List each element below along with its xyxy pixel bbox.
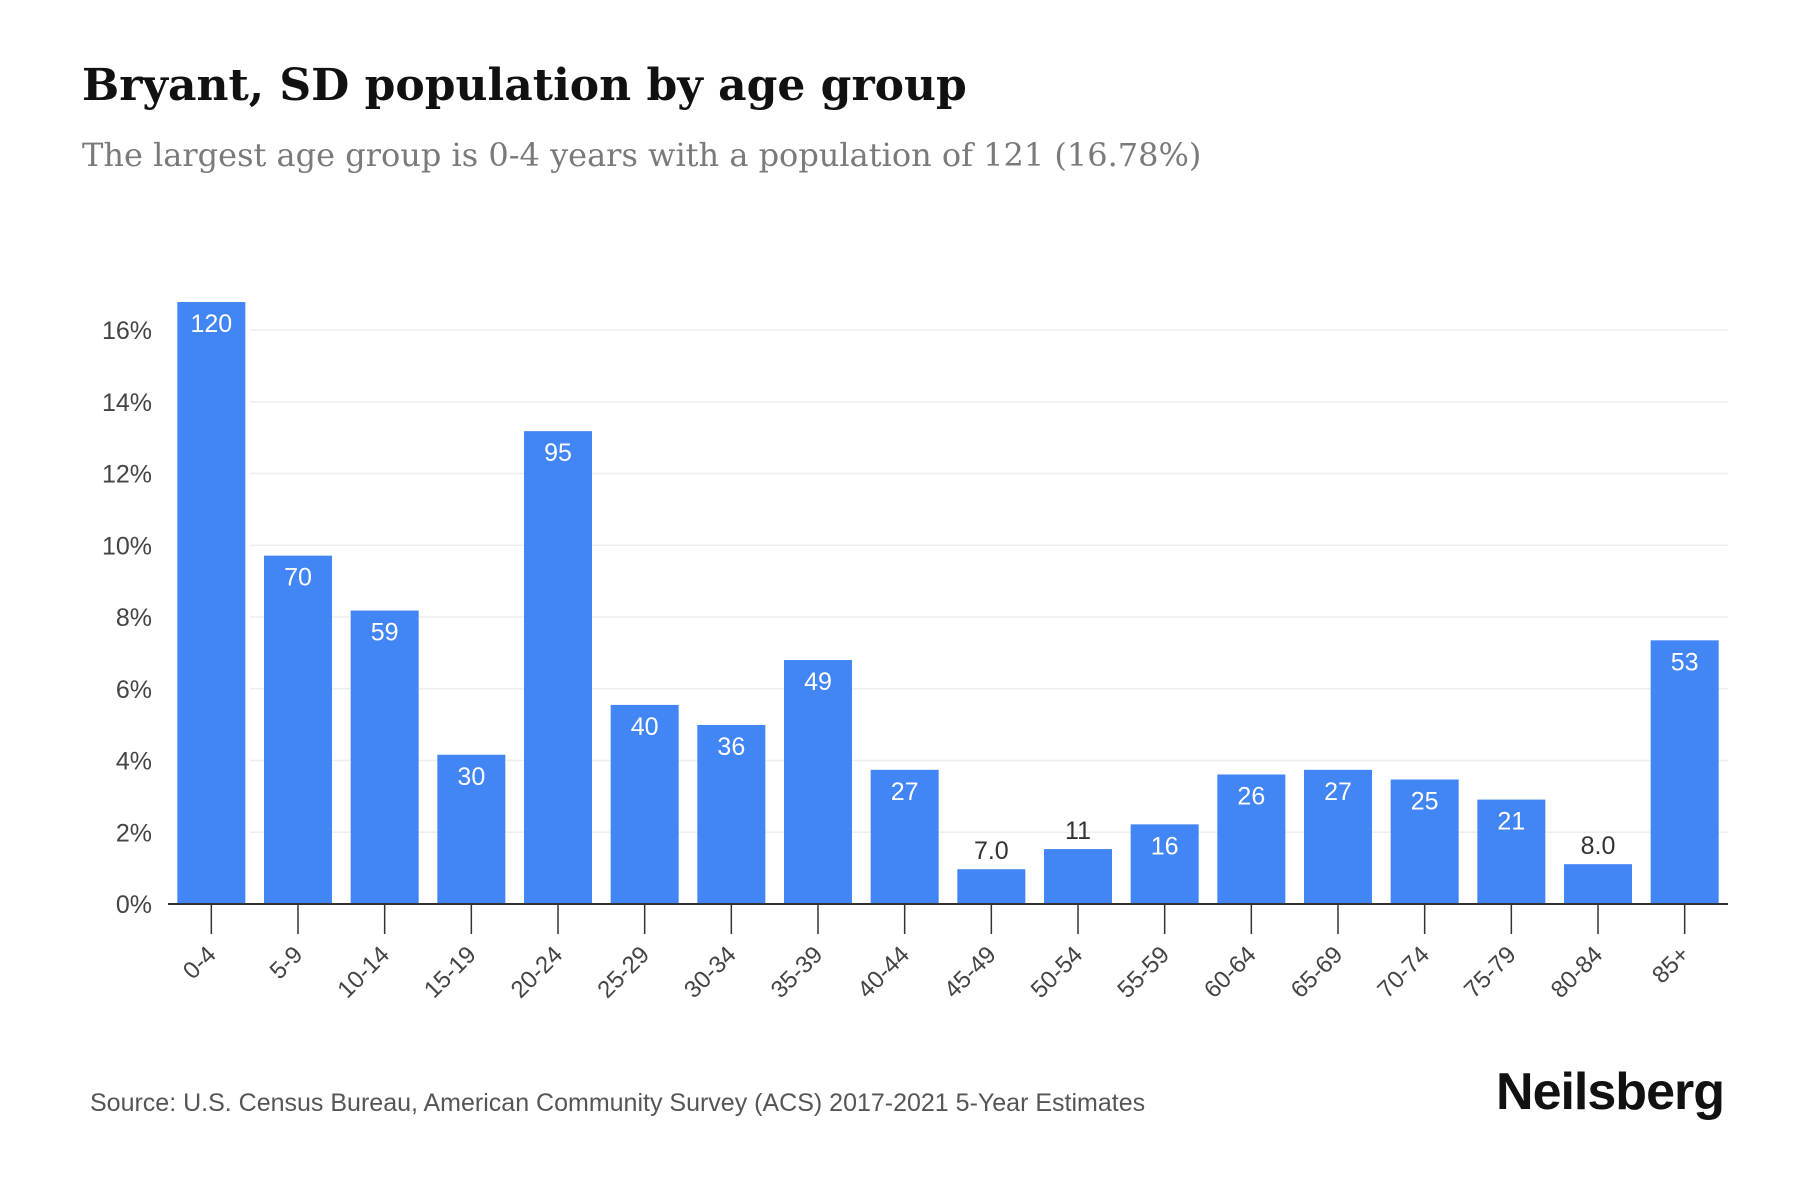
x-tick-label: 85+ <box>1647 941 1695 989</box>
bar-70-74 <box>1390 779 1459 904</box>
brand-logo: Neilsberg <box>1496 1063 1725 1121</box>
x-tick-label: 25-29 <box>592 941 655 1004</box>
y-tick-label: 16% <box>102 317 152 345</box>
x-tick-label: 5-9 <box>265 941 309 985</box>
bar-75-79 <box>1477 799 1546 904</box>
bar-25-29 <box>610 704 679 904</box>
data-label: 49 <box>804 668 832 696</box>
data-label: 120 <box>190 310 232 338</box>
x-axis: 0-4 5-9 10-14 15-19 20-24 25-29 30-34 35-39 40-4… <box>168 903 1728 1004</box>
x-tick-label: 70-74 <box>1372 941 1435 1004</box>
source-note: Source: U.S. Census Bureau, American Com… <box>90 1089 1146 1117</box>
x-tick-label: 15-19 <box>419 941 482 1004</box>
x-tick-label: 30-34 <box>679 941 742 1004</box>
y-tick-label: 0% <box>116 891 152 919</box>
y-tick-label: 6% <box>116 676 152 704</box>
bar-5-9 <box>264 555 332 904</box>
bar-15-19 <box>437 754 506 904</box>
bar-30-34 <box>697 724 766 904</box>
x-tick-label: 50-54 <box>1026 941 1089 1004</box>
data-label: 95 <box>544 439 572 467</box>
bar-55-59 <box>1130 824 1199 904</box>
y-axis-ticks: 0% 2% 4% 6% 8% 10% 12% 14% 16% <box>102 317 152 919</box>
x-tick-label: 35-39 <box>766 941 829 1004</box>
bar-60-64 <box>1217 774 1286 904</box>
bar-50-54 <box>1044 849 1112 904</box>
data-label: 25 <box>1411 788 1439 816</box>
bar-40-44 <box>870 769 939 904</box>
y-tick-label: 4% <box>116 748 152 776</box>
data-label: 70 <box>284 564 312 592</box>
data-label: 8.0 <box>1581 832 1616 860</box>
y-tick-label: 8% <box>116 604 152 632</box>
y-tick-label: 10% <box>102 532 152 560</box>
data-label: 27 <box>1324 778 1352 806</box>
x-tick-label: 45-49 <box>939 941 1002 1004</box>
x-tick-label: 75-79 <box>1459 941 1522 1004</box>
x-tick-label: 0-4 <box>178 941 222 985</box>
bar-data-labels: 120 70 59 30 95 40 36 49 27 7.0 11 16 26 27 25 21 8.0 53 <box>190 310 1698 865</box>
data-label: 30 <box>457 763 485 791</box>
bar-35-39 <box>784 660 852 904</box>
bar-0-4 <box>177 302 246 905</box>
bar-10-14 <box>350 610 419 904</box>
data-label: 7.0 <box>974 837 1009 865</box>
y-tick-label: 2% <box>116 819 152 847</box>
data-label: 40 <box>631 713 659 741</box>
data-label: 21 <box>1497 808 1525 836</box>
x-tick-label: 10-14 <box>332 941 395 1004</box>
x-tick-label: 80-84 <box>1546 941 1609 1004</box>
y-tick-label: 12% <box>102 461 152 489</box>
data-label: 16 <box>1151 832 1179 860</box>
data-label: 27 <box>891 778 919 806</box>
bar-85+ <box>1650 640 1719 904</box>
y-tick-label: 14% <box>102 389 152 417</box>
bar-80-84 <box>1564 864 1632 904</box>
x-tick-label: 20-24 <box>506 941 569 1004</box>
bar-45-49 <box>957 869 1026 904</box>
x-tick-label: 40-44 <box>852 941 915 1004</box>
x-tick-label: 65-69 <box>1286 941 1349 1004</box>
data-label: 26 <box>1237 782 1265 810</box>
chart-subtitle: The largest age group is 0-4 years with … <box>82 136 1202 174</box>
data-label: 36 <box>717 733 745 761</box>
gridlines <box>250 329 1728 833</box>
bar-65-69 <box>1304 769 1372 904</box>
data-label: 59 <box>371 619 399 647</box>
data-label: 53 <box>1671 648 1699 676</box>
data-label: 11 <box>1065 817 1091 845</box>
bars <box>177 302 1719 905</box>
x-tick-label: 55-59 <box>1112 941 1175 1004</box>
bar-20-24 <box>524 431 592 904</box>
x-tick-label: 60-64 <box>1199 941 1262 1004</box>
chart-title: Bryant, SD population by age group <box>82 60 967 111</box>
